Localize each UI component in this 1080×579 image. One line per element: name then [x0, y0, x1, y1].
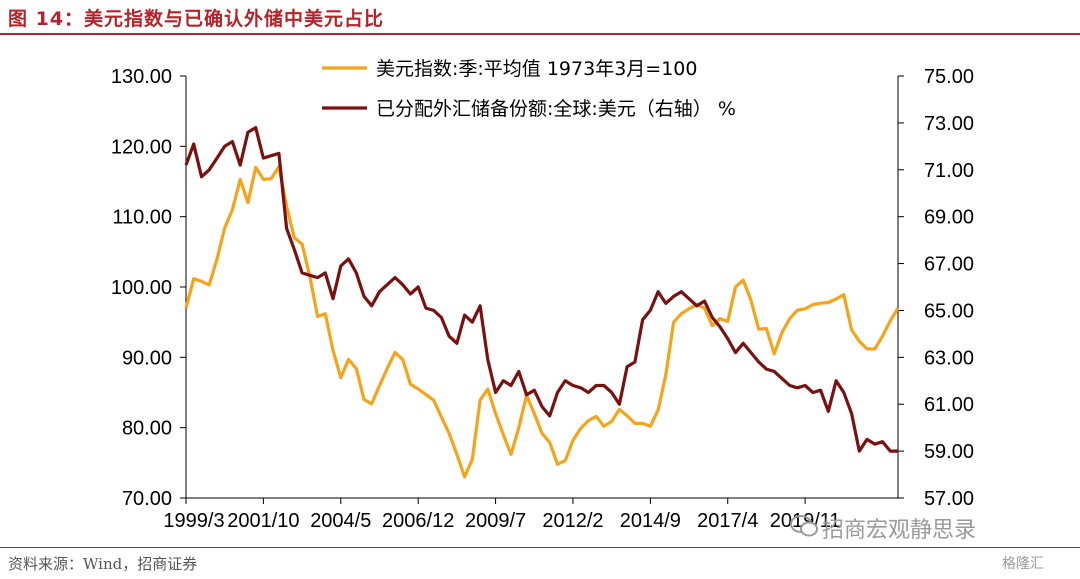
right-tick-label: 61.00 [924, 394, 974, 416]
x-tick-label: 1999/3 [163, 510, 224, 532]
watermark-secondary: 格隆汇 [1002, 556, 1044, 572]
x-tick-label: 2004/5 [310, 510, 371, 532]
x-tick-label: 2001/10 [227, 510, 299, 532]
left-tick-label: 130.00 [111, 66, 172, 88]
wechat-icon [790, 515, 818, 537]
x-tick-label: 2009/7 [465, 510, 526, 532]
x-tick-label: 2019/11 [770, 510, 841, 532]
right-tick-label: 57.00 [924, 488, 974, 510]
legend-label: 已分配外汇储备份额:全球:美元（右轴） % [376, 98, 736, 120]
right-tick-label: 59.00 [924, 441, 974, 463]
x-tick-label: 2012/2 [542, 510, 603, 532]
left-tick-label: 110.00 [112, 207, 172, 229]
right-tick-label: 71.00 [924, 160, 974, 182]
legend: 美元指数:季:平均值 1973年3月=100 已分配外汇储备份额:全球:美元（右轴… [322, 58, 736, 120]
source-rule [0, 547, 1080, 548]
source-note: 资料来源：Wind，招商证券 [8, 555, 198, 573]
left-tick-label: 100.00 [111, 277, 172, 299]
left-tick-label: 120.00 [111, 136, 172, 158]
watermark: 招商宏观静思录 [822, 518, 977, 543]
left-tick-label: 80.00 [122, 418, 172, 440]
legend-label: 美元指数:季:平均值 1973年3月=100 [376, 58, 697, 80]
left-tick-label: 90.00 [122, 347, 172, 369]
series-layer [184, 125, 900, 479]
figure-title: 图 14：美元指数与已确认外储中美元占比 [8, 8, 385, 30]
right-tick-label: 69.00 [924, 207, 974, 229]
right-tick-label: 63.00 [924, 347, 974, 369]
right-tick-label: 67.00 [924, 254, 974, 276]
right-tick-label: 65.00 [924, 300, 974, 322]
series-line-1 [184, 165, 900, 479]
x-tick-label: 2017/4 [697, 510, 758, 532]
right-tick-label: 73.00 [924, 113, 974, 135]
axes: 70.00 80.00 90.00 100.00 110.00 120.00 130.00 5… [111, 66, 974, 532]
x-tick-label: 2014/9 [620, 510, 681, 532]
series-line-2 [184, 125, 898, 453]
right-tick-label: 75.00 [924, 66, 974, 88]
left-tick-label: 70.00 [122, 488, 172, 510]
title-rule [0, 33, 1080, 35]
x-tick-label: 2006/12 [382, 510, 454, 532]
